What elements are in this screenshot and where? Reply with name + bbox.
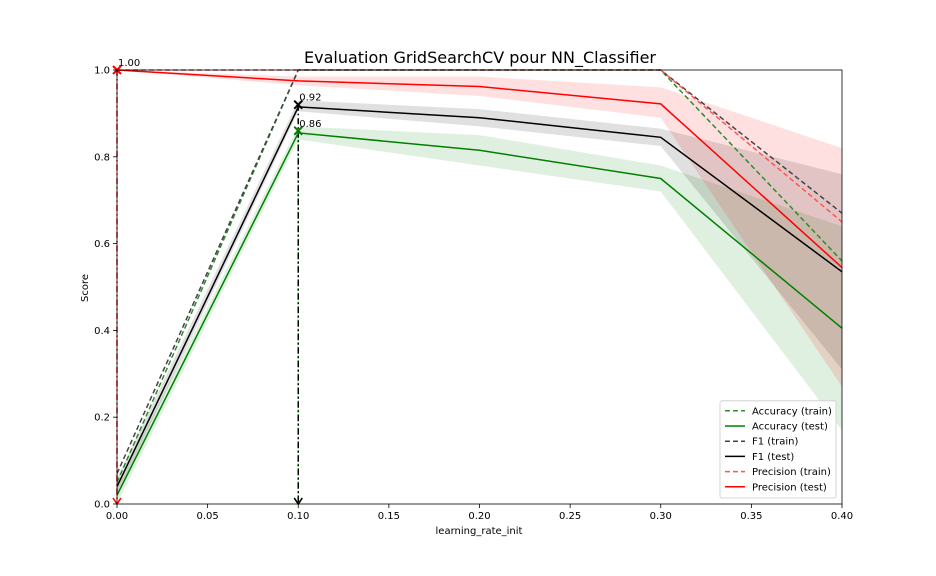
x-tick-label: 0.25 xyxy=(559,511,581,522)
x-tick-label: 0.35 xyxy=(740,511,762,522)
x-tick-label: 0.30 xyxy=(650,511,672,522)
f1-test-legend-label: F1 (test) xyxy=(752,452,794,463)
y-tick-label: 0.0 xyxy=(94,500,110,511)
accuracy-train-line xyxy=(116,69,843,483)
x-tick-label: 0.15 xyxy=(378,511,400,522)
x-tick-label: 0.00 xyxy=(106,511,128,522)
x-axis-label: learning_rate_init xyxy=(436,526,523,537)
f1-train-line xyxy=(116,69,843,474)
accuracy-test-best-label: 0.86 xyxy=(299,119,321,130)
best-value-markers: 0.86 0.92 1.00 xyxy=(112,58,322,136)
accuracy-test-line xyxy=(116,132,843,496)
precision-test-line xyxy=(116,69,843,269)
f1-test-best-marker xyxy=(293,100,303,110)
accuracy-test-legend-label: Accuracy (test) xyxy=(752,422,828,433)
y-axis-label: Score xyxy=(80,274,91,302)
axis-ticks: 0.00 0.05 0.10 0.15 0.20 0.25 0.30 0.35 0.40 0.0 0… xyxy=(94,66,853,523)
precision-test-legend-label: Precision (test) xyxy=(752,482,827,493)
accuracy-test-best-marker xyxy=(293,126,303,136)
x-tick-label: 0.05 xyxy=(196,511,218,522)
y-tick-label: 0.6 xyxy=(94,239,110,250)
y-tick-label: 1.0 xyxy=(94,66,110,77)
f1-test-best-label: 0.92 xyxy=(299,93,321,104)
precision-train-legend-label: Precision (train) xyxy=(752,467,831,478)
legend: Accuracy (train) Accuracy (test) F1 (train… xyxy=(719,400,837,499)
legend-box xyxy=(719,400,837,499)
precision-test-best-label: 1.00 xyxy=(118,58,140,69)
x-tick-label: 0.40 xyxy=(831,511,853,522)
f1-train-legend-label: F1 (train) xyxy=(752,437,798,448)
y-tick-label: 0.8 xyxy=(94,152,110,163)
y-tick-label: 0.2 xyxy=(94,413,110,424)
x-tick-label: 0.20 xyxy=(468,511,490,522)
accuracy-train-legend-label: Accuracy (train) xyxy=(752,406,832,417)
f1-test-line xyxy=(116,106,843,487)
y-tick-label: 0.4 xyxy=(94,326,110,337)
chart-title: Evaluation GridSearchCV pour NN_Classifi… xyxy=(304,48,656,68)
x-tick-label: 0.10 xyxy=(287,511,309,522)
